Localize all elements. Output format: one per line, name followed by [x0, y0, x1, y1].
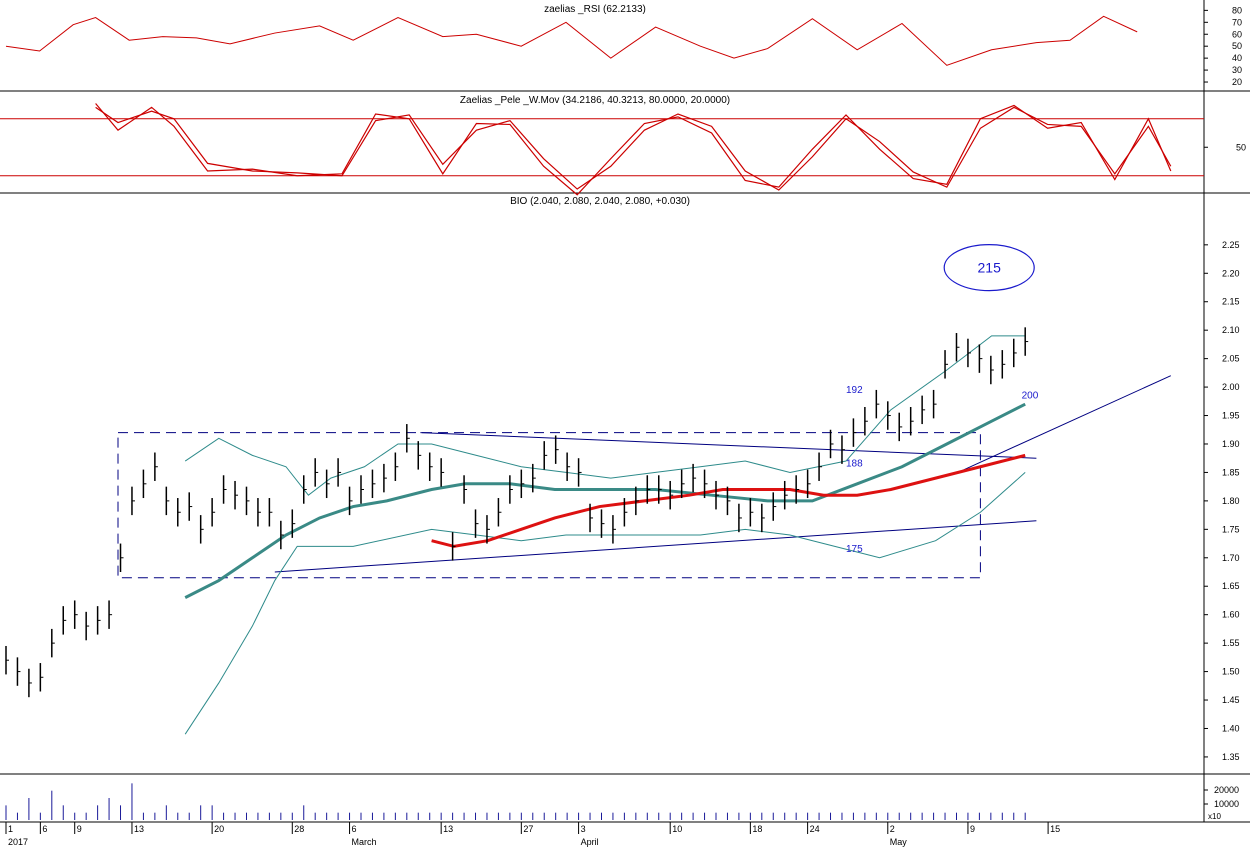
price-tick-label: 2.05 — [1222, 354, 1240, 364]
price-tick-label: 2.25 — [1222, 240, 1240, 250]
consolidation-box — [117, 432, 981, 579]
x-month-label: 2017 — [8, 837, 28, 847]
rsi-tick-label: 70 — [1232, 17, 1242, 27]
lower-band-line — [184, 472, 1026, 735]
rsi-tick-label: 30 — [1232, 65, 1242, 75]
oscillator-title: Zaelias _Pele _W.Mov (34.2186, 40.3213, … — [460, 95, 730, 106]
oscillator-line — [95, 106, 1172, 191]
x-tick-label: 9 — [970, 824, 975, 834]
x-tick-label: 6 — [42, 824, 47, 834]
x-tick-label: 3 — [581, 824, 586, 834]
rsi-tick-label: 80 — [1232, 5, 1242, 15]
price-tick-label: 1.60 — [1222, 610, 1240, 620]
price-tick-label: 2.15 — [1222, 297, 1240, 307]
x-tick-label: 13 — [134, 824, 144, 834]
x-tick-label: 10 — [672, 824, 682, 834]
level-label: 175 — [846, 544, 863, 555]
target-label: 215 — [978, 260, 1002, 276]
level-label: 200 — [1022, 390, 1039, 401]
price-tick-label: 1.55 — [1222, 638, 1240, 648]
oscillator-tick-label: 50 — [1236, 142, 1246, 152]
volume-tick-label: 10000 — [1214, 799, 1239, 809]
price-panel: 1.35 1.40 1.45 1.50 1.55 1.60 1.65 1.70 1.75 1.80… — [5, 240, 1240, 762]
volume-panel: 20000 10000 — [5, 783, 1239, 820]
x-tick-label: 27 — [523, 824, 533, 834]
price-title: BIO (2.040, 2.080, 2.040, 2.080, +0.030) — [510, 196, 690, 207]
price-tick-label: 2.00 — [1222, 382, 1240, 392]
rsi-panel: 20 30 40 50 60 70 80 — [5, 5, 1242, 87]
volume-unit-label: x10 — [1208, 812, 1221, 821]
rsi-tick-label: 60 — [1232, 29, 1242, 39]
rising-trendline — [957, 375, 1172, 473]
rsi-title: zaelias _RSI (62.2133) — [544, 4, 646, 15]
price-tick-label: 2.10 — [1222, 325, 1240, 335]
price-tick-label: 1.95 — [1222, 411, 1240, 421]
moving-average-red — [431, 453, 1026, 548]
price-tick-label: 1.75 — [1222, 524, 1240, 534]
price-tick-label: 1.35 — [1222, 752, 1240, 762]
x-axis: 1 2017 6 9 13 20 28 6 March 13 27 3 April 10 18 24 2 May 9… — [5, 822, 1060, 847]
x-tick-label: 2 — [890, 824, 895, 834]
rsi-tick-label: 20 — [1232, 77, 1242, 87]
target-ellipse — [943, 243, 1035, 292]
x-month-label: March — [352, 837, 377, 847]
price-tick-label: 1.65 — [1222, 581, 1240, 591]
oscillator-line — [95, 103, 1172, 196]
x-tick-label: 9 — [77, 824, 82, 834]
price-tick-label: 1.90 — [1222, 439, 1240, 449]
rsi-tick-label: 50 — [1232, 41, 1242, 51]
price-tick-label: 2.20 — [1222, 268, 1240, 278]
level-label: 188 — [846, 459, 863, 470]
oscillator-panel: 50 — [0, 103, 1246, 196]
price-tick-label: 1.85 — [1222, 467, 1240, 477]
price-tick-label: 1.80 — [1222, 496, 1240, 506]
price-tick-label: 1.45 — [1222, 695, 1240, 705]
x-tick-label: 6 — [352, 824, 357, 834]
moving-average-teal — [184, 402, 1026, 599]
x-tick-label: 13 — [443, 824, 453, 834]
x-tick-label: 24 — [810, 824, 820, 834]
level-label: 192 — [846, 385, 863, 396]
support-trendline — [274, 520, 1037, 573]
x-month-label: April — [581, 837, 599, 847]
x-tick-label: 15 — [1050, 824, 1060, 834]
rsi-tick-label: 40 — [1232, 53, 1242, 63]
price-tick-label: 1.50 — [1222, 667, 1240, 677]
x-tick-label: 18 — [752, 824, 762, 834]
x-tick-label: 28 — [294, 824, 304, 834]
x-month-label: May — [890, 837, 908, 847]
volume-tick-label: 20000 — [1214, 785, 1239, 795]
price-tick-label: 1.40 — [1222, 723, 1240, 733]
rsi-line — [5, 15, 1138, 66]
price-tick-label: 1.70 — [1222, 553, 1240, 563]
resistance-trendline — [420, 432, 1037, 459]
x-tick-label: 1 — [8, 824, 13, 834]
x-tick-label: 20 — [214, 824, 224, 834]
